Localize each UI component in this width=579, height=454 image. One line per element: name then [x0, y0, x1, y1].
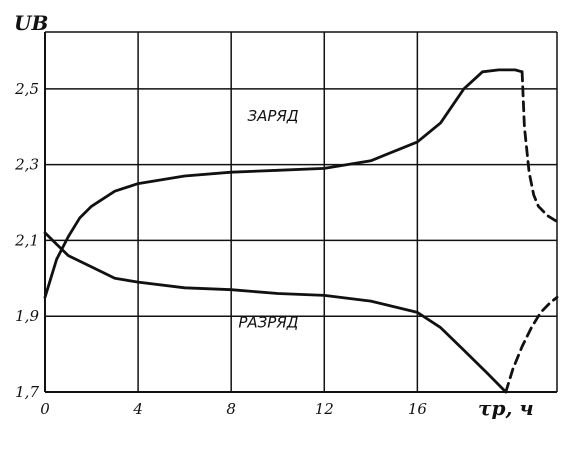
- y-tick-label: 2,3: [14, 156, 39, 174]
- tick-layer: 1,7 1,9 2,1 2,3 2,5 0 4 8 12 16: [14, 80, 427, 418]
- curve-layer: ЗАРЯД ЗАРЯД (продолжение) РАЗРЯД РАЗРЯД (пр…: [43, 68, 559, 394]
- x-tick-label: 8: [226, 400, 236, 418]
- y-axis-label: UB: [14, 11, 48, 35]
- curve-label: ЗАРЯД: [248, 107, 299, 125]
- x-tick-label: 4: [132, 400, 143, 418]
- x-tick-label: 0: [40, 400, 50, 418]
- series-line: РАЗРЯД (продолжение): [504, 295, 559, 394]
- y-tick-label: 2,5: [14, 80, 39, 98]
- grid-layer: [44, 31, 558, 393]
- y-tick-label: 1,9: [15, 307, 39, 325]
- x-axis-label: τр, ч: [478, 396, 534, 420]
- y-tick-label: 2,1: [14, 231, 39, 249]
- series-line: ЗАРЯД (продолжение): [520, 70, 559, 223]
- y-tick-label: 1,7: [15, 383, 39, 401]
- label-layer: UB τр, ч ЗАРЯД РАЗРЯД: [14, 11, 534, 420]
- curve-label: РАЗРЯД: [238, 314, 298, 332]
- x-tick-label: 16: [408, 400, 428, 418]
- series-line: ЗАРЯД: [43, 68, 524, 299]
- series-line: РАЗРЯД: [43, 231, 508, 394]
- x-tick-label: 12: [315, 400, 334, 418]
